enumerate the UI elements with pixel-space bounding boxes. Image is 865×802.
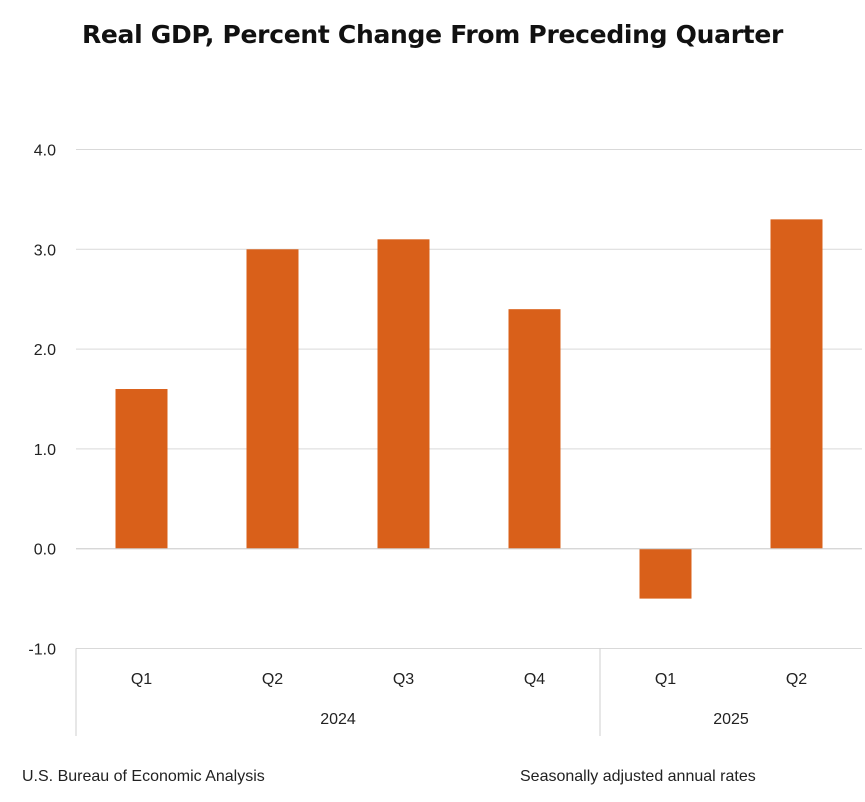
bar [508, 309, 561, 549]
y-tick-label: 0.0 [34, 542, 56, 559]
bar [246, 249, 299, 549]
bar [639, 548, 692, 599]
bar [115, 389, 168, 549]
y-tick-label: 4.0 [34, 143, 56, 160]
x-tick-label: Q4 [524, 671, 545, 688]
y-tick-label: 1.0 [34, 442, 56, 459]
chart-title: Real GDP, Percent Change From Preceding … [81, 20, 784, 49]
bar [770, 219, 823, 549]
y-tick-label: -1.0 [28, 642, 56, 659]
x-tick-label: Q3 [393, 671, 414, 688]
y-tick-label: 3.0 [34, 242, 56, 259]
source-note: U.S. Bureau of Economic Analysis [22, 768, 265, 785]
rate-note: Seasonally adjusted annual rates [520, 768, 756, 785]
x-tick-label: Q2 [786, 671, 807, 688]
group-label: 2025 [713, 711, 749, 728]
group-label: 2024 [320, 711, 356, 728]
x-tick-label: Q2 [262, 671, 283, 688]
x-tick-label: Q1 [655, 671, 676, 688]
x-tick-label: Q1 [131, 671, 152, 688]
bar [377, 239, 430, 549]
y-tick-label: 2.0 [34, 342, 56, 359]
bar-chart: 4.0 3.0 2.0 1.0 0.0 -1.0 2024 2025 Q1 Q2 Q3 Q4 Q1 Q2 [28, 143, 862, 736]
